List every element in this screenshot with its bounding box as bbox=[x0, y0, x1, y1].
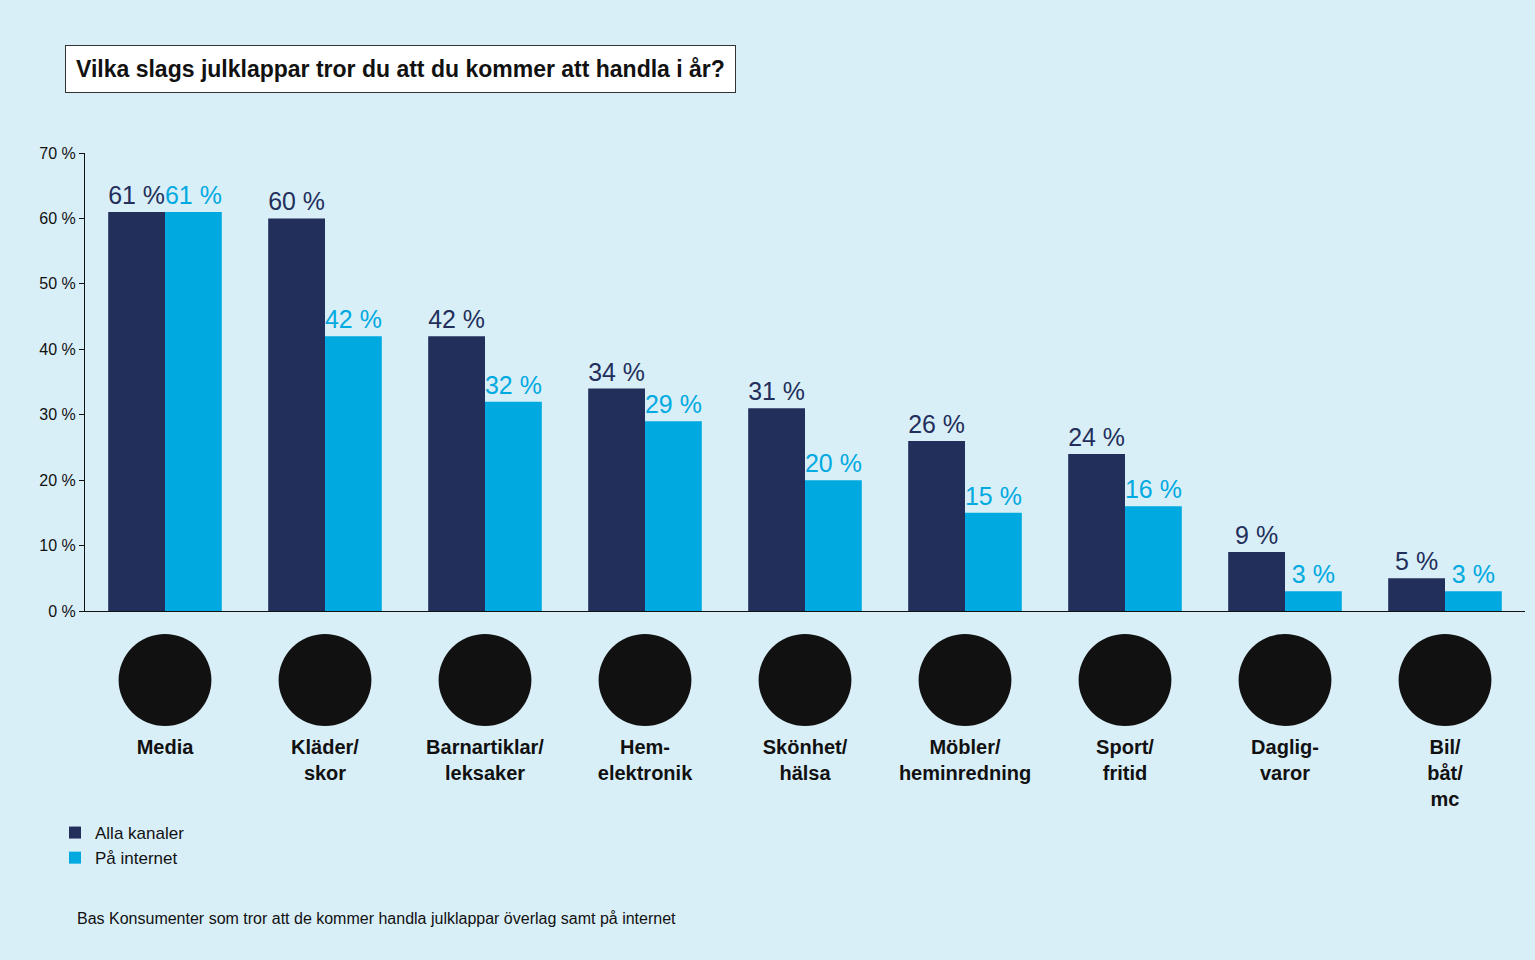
svg-text:0 %: 0 % bbox=[48, 603, 76, 620]
svg-text:Kläder/skor: Kläder/skor bbox=[291, 736, 359, 784]
svg-text:20 %: 20 % bbox=[39, 472, 75, 489]
svg-text:3 %: 3 % bbox=[1452, 560, 1495, 588]
svg-text:31 %: 31 % bbox=[748, 377, 805, 405]
svg-text:32 %: 32 % bbox=[485, 371, 542, 399]
svg-text:60 %: 60 % bbox=[39, 210, 75, 227]
svg-text:60 %: 60 % bbox=[268, 187, 325, 215]
svg-text:5 %: 5 % bbox=[1395, 547, 1438, 575]
svg-text:Bil/båt/mc: Bil/båt/mc bbox=[1427, 736, 1463, 810]
svg-text:Daglig-varor: Daglig-varor bbox=[1251, 736, 1319, 784]
svg-text:61 %: 61 % bbox=[108, 181, 165, 209]
svg-text:24 %: 24 % bbox=[1068, 423, 1125, 451]
svg-text:15 %: 15 % bbox=[965, 482, 1022, 510]
svg-text:16 %: 16 % bbox=[1125, 475, 1182, 503]
svg-text:Barnartiklar/leksaker: Barnartiklar/leksaker bbox=[426, 736, 544, 784]
svg-text:10 %: 10 % bbox=[39, 537, 75, 554]
svg-text:Bas Konsumenter som tror att d: Bas Konsumenter som tror att de kommer h… bbox=[77, 910, 676, 927]
svg-text:Alla kanaler: Alla kanaler bbox=[95, 824, 184, 843]
svg-text:Sport/fritid: Sport/fritid bbox=[1096, 736, 1154, 784]
svg-text:På internet: På internet bbox=[95, 849, 177, 868]
svg-text:Skönhet/hälsa: Skönhet/hälsa bbox=[763, 736, 848, 784]
svg-text:40 %: 40 % bbox=[39, 341, 75, 358]
svg-text:20 %: 20 % bbox=[805, 449, 862, 477]
svg-text:61 %: 61 % bbox=[165, 181, 222, 209]
svg-text:50 %: 50 % bbox=[39, 275, 75, 292]
svg-text:Möbler/heminredning: Möbler/heminredning bbox=[899, 736, 1031, 784]
svg-text:Hem-elektronik: Hem-elektronik bbox=[598, 736, 693, 784]
svg-text:34 %: 34 % bbox=[588, 358, 645, 386]
svg-text:Vilka slags julklappar tror du: Vilka slags julklappar tror du att du ko… bbox=[76, 56, 725, 82]
svg-text:42 %: 42 % bbox=[325, 305, 382, 333]
svg-text:29 %: 29 % bbox=[645, 390, 702, 418]
svg-text:70 %: 70 % bbox=[39, 145, 75, 162]
svg-text:3 %: 3 % bbox=[1292, 560, 1335, 588]
svg-text:9 %: 9 % bbox=[1235, 521, 1278, 549]
svg-text:42 %: 42 % bbox=[428, 305, 485, 333]
svg-text:30 %: 30 % bbox=[39, 406, 75, 423]
svg-text:Media: Media bbox=[137, 736, 195, 758]
svg-text:26 %: 26 % bbox=[908, 410, 965, 438]
